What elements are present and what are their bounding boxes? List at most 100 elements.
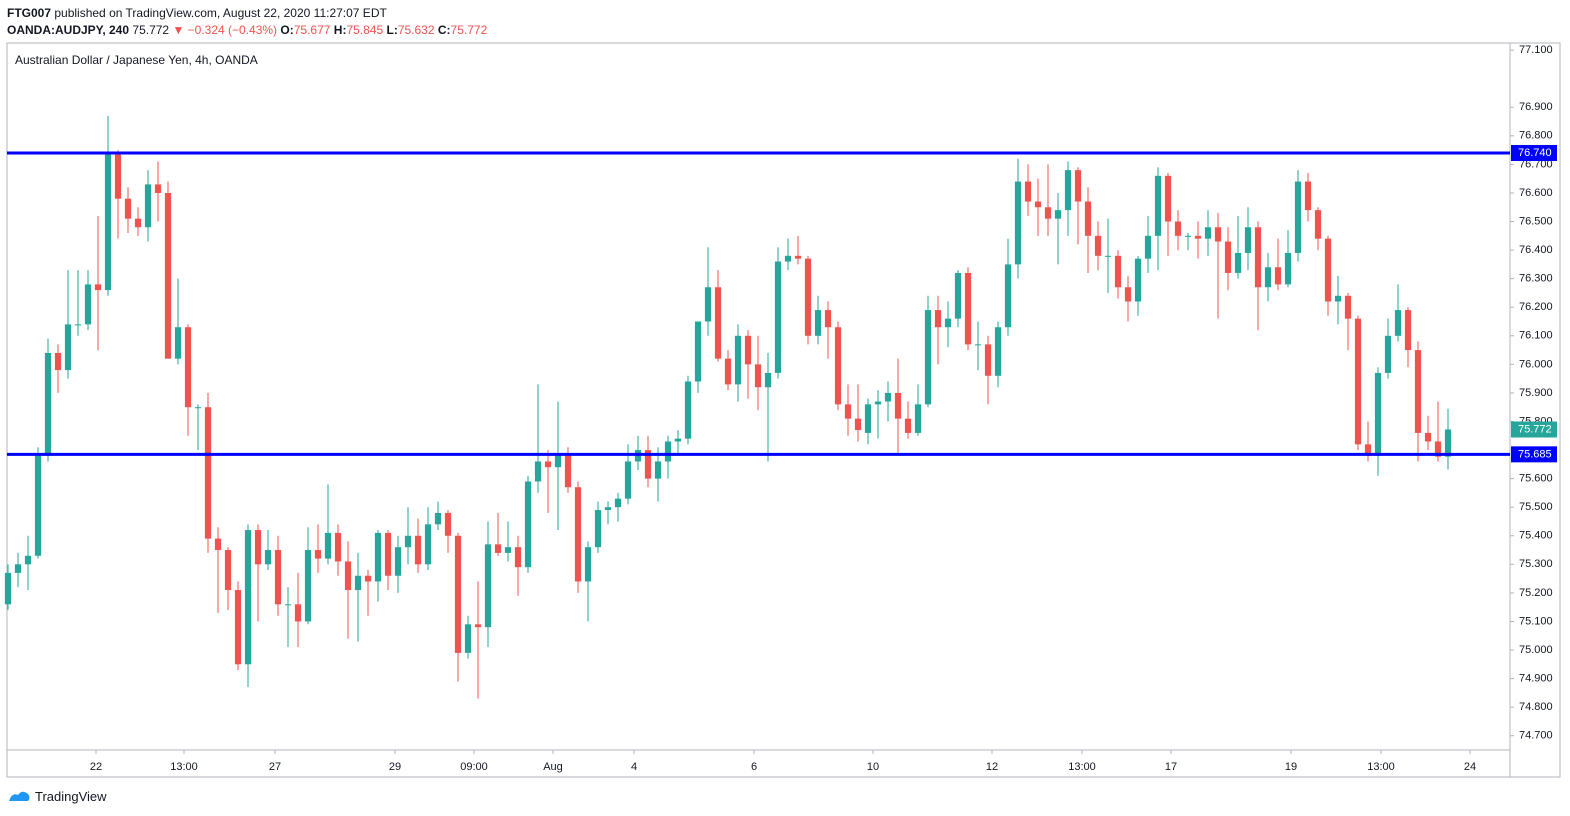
candle-body [204, 407, 212, 539]
candle-body [704, 287, 712, 322]
candle-body [884, 392, 892, 402]
candle-body [754, 364, 762, 388]
header: FTG007 published on TradingView.com, Aug… [7, 5, 487, 39]
candle-body [844, 404, 852, 419]
level-tag [1511, 446, 1557, 463]
c-label: C: [437, 23, 451, 37]
chart: Australian Dollar / Japanese Yen, 4h, OA… [4, 42, 1561, 778]
candle-body [874, 401, 882, 405]
candle-body [864, 404, 872, 433]
candle-body [924, 310, 932, 405]
candle-body [364, 575, 372, 582]
level-label: 76.740 [1518, 147, 1552, 159]
frame [6, 42, 1561, 778]
y-tick-label: 76.900 [1519, 101, 1553, 113]
candle-body [1144, 235, 1152, 259]
candle-body [624, 461, 632, 499]
candle-body [394, 547, 402, 576]
candle-body [534, 461, 542, 482]
candle-body [594, 510, 602, 548]
candle-body [1124, 287, 1132, 302]
candle-body [434, 512, 442, 525]
candle-body [744, 335, 752, 365]
x-tick-label: 13:00 [1367, 761, 1395, 773]
candle-body [644, 450, 652, 479]
candle-body [24, 555, 32, 565]
candle-body [984, 344, 992, 376]
candle-body [1444, 429, 1452, 457]
candle-body [784, 255, 792, 262]
candle-body [1134, 258, 1142, 302]
candle-body [1244, 227, 1252, 253]
level-tag [1511, 144, 1557, 161]
candle-body [1204, 227, 1212, 239]
y-tick-label: 74.800 [1519, 701, 1553, 713]
candle-body [1384, 335, 1392, 373]
candle-body [854, 418, 862, 431]
candle-body [1434, 441, 1442, 457]
candle-body [804, 258, 812, 336]
candle-body [344, 561, 352, 591]
candle-body [734, 335, 742, 385]
candle-body [1084, 201, 1092, 236]
candle-body [564, 455, 572, 488]
candle-body [954, 272, 962, 319]
author: FTG007 [7, 6, 52, 20]
published: published on TradingView.com, August 22,… [54, 6, 387, 20]
candle-body [284, 604, 292, 606]
candle-body [794, 255, 802, 259]
chart-title: Australian Dollar / Japanese Yen, 4h, OA… [15, 53, 258, 67]
candle-body [1274, 267, 1282, 285]
candle-body [604, 507, 612, 511]
candle-body [834, 327, 842, 405]
last-price-label: 75.772 [1518, 423, 1552, 435]
candle-body [574, 487, 582, 582]
candle-body [384, 532, 392, 576]
y-tick-label: 75.900 [1519, 387, 1553, 399]
candle-body [224, 550, 232, 591]
last-price-tag [1511, 421, 1557, 438]
change: ▼ −0.324 (−0.43%) [172, 23, 278, 37]
candle-body [1104, 255, 1112, 257]
x-tick-label: 10 [867, 761, 879, 773]
y-tick-label: 76.700 [1519, 158, 1553, 170]
candle-body [54, 352, 62, 371]
candle-body [694, 321, 702, 382]
candle-body [584, 547, 592, 582]
candle-body [454, 535, 462, 653]
x-tick-label: 22 [90, 761, 102, 773]
y-tick-label: 76.600 [1519, 187, 1553, 199]
candle-body [194, 407, 202, 409]
candle-body [814, 310, 822, 336]
candle-body [1194, 235, 1202, 239]
h-value: 75.845 [346, 23, 384, 37]
y-tick-label: 76.100 [1519, 330, 1553, 342]
candle-body [1044, 207, 1052, 219]
candle-body [934, 310, 942, 328]
x-tick-label: 4 [631, 761, 637, 773]
y-tick-label: 77.100 [1519, 44, 1553, 56]
candle-body [684, 381, 692, 439]
candle-body [84, 284, 92, 325]
candle-body [994, 327, 1002, 376]
y-tick-label: 75.000 [1519, 644, 1553, 656]
candle-body [4, 572, 12, 605]
candle-body [1184, 235, 1192, 237]
candle-body [464, 624, 472, 653]
candle-body [374, 532, 382, 582]
x-tick-label: 6 [751, 761, 757, 773]
candle-body [1324, 238, 1332, 302]
candle-body [324, 532, 332, 559]
candle-body [1014, 181, 1022, 265]
candle-body [1004, 264, 1012, 328]
y-tick-label: 76.500 [1519, 215, 1553, 227]
candle-body [1064, 170, 1072, 211]
y-tick-label: 76.400 [1519, 244, 1553, 256]
candle-body [964, 272, 972, 345]
candle-body [1074, 170, 1082, 202]
candle-body [1334, 295, 1342, 302]
symbol: OANDA:AUDJPY, 240 [7, 23, 130, 37]
candle-body [1034, 201, 1042, 208]
candle-body [14, 564, 22, 573]
candle-body [184, 327, 192, 408]
